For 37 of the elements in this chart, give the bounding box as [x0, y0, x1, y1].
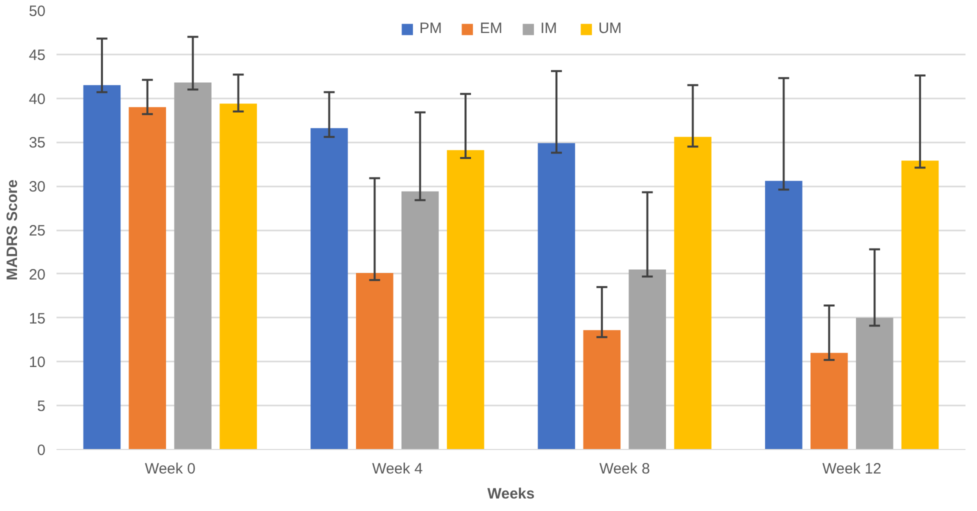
y-tick-label: 40 — [28, 90, 46, 108]
y-tick-label: 35 — [28, 134, 46, 152]
bar — [901, 160, 939, 450]
x-tick-label: Week 4 — [372, 460, 423, 478]
y-tick-label: 45 — [28, 46, 46, 64]
y-tick-label: 20 — [28, 266, 46, 284]
bar — [446, 150, 484, 450]
bar — [674, 136, 712, 450]
bar — [765, 180, 802, 450]
y-tick-label: 0 — [37, 442, 46, 459]
bar — [628, 270, 666, 450]
y-tick-label: 50 — [28, 3, 46, 20]
bar — [583, 330, 621, 450]
bar — [856, 318, 894, 450]
legend-label: EM — [480, 20, 502, 37]
bar — [538, 143, 576, 450]
bar — [174, 82, 212, 450]
bar — [810, 352, 848, 450]
x-tick-label: Week 0 — [144, 460, 196, 478]
legend-label: PM — [419, 20, 442, 37]
bar — [128, 107, 166, 450]
bar — [220, 104, 257, 450]
x-tick-label: Week 12 — [822, 460, 882, 478]
x-tick-label: Week 8 — [599, 460, 650, 478]
bar — [310, 128, 348, 450]
y-tick-label: 5 — [37, 398, 46, 416]
x-axis-title: Weeks — [487, 486, 535, 502]
y-tick-label: 15 — [28, 310, 46, 328]
y-tick-label: 10 — [28, 354, 46, 372]
legend-label: IM — [540, 20, 558, 37]
bar — [356, 273, 394, 450]
bar — [83, 85, 121, 450]
legend-label: UM — [598, 20, 622, 37]
y-axis-title: MADRS Score — [4, 180, 21, 280]
y-tick-label: 30 — [28, 178, 46, 196]
y-tick-label: 25 — [28, 222, 46, 240]
bar — [401, 191, 439, 450]
